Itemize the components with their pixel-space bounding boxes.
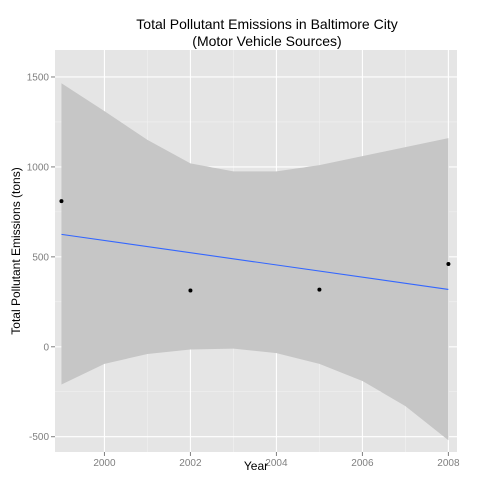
x-tick-label: 2008	[437, 458, 460, 469]
x-axis: 2000 2002 2004 2006 2008	[93, 452, 460, 469]
y-tick-label: 1500	[27, 72, 50, 83]
data-point	[317, 287, 322, 292]
x-tick-label: 2002	[179, 458, 202, 469]
x-axis-title: Year	[244, 459, 268, 473]
y-axis: -500 0 500 1000 1500	[27, 72, 55, 443]
y-tick-label: 0	[43, 342, 49, 353]
data-point	[59, 199, 64, 204]
y-tick-label: 1000	[27, 162, 50, 173]
y-tick-label: 500	[32, 252, 49, 263]
x-tick-label: 2000	[93, 458, 116, 469]
y-axis-title: Total Pollutant Emissions (tons)	[9, 167, 23, 334]
data-point	[188, 288, 193, 293]
data-point	[446, 262, 451, 267]
y-tick-label: -500	[29, 432, 49, 443]
regression-line-group	[61, 233, 449, 290]
chart-title-line-2: (Motor Vehicle Sources)	[192, 33, 341, 49]
chart-title-line-1: Total Pollutant Emissions in Baltimore C…	[136, 16, 397, 32]
x-tick-label: 2006	[351, 458, 374, 469]
data-points	[59, 199, 451, 293]
regression-line	[61, 233, 449, 290]
x-tick-label: 2004	[265, 458, 288, 469]
